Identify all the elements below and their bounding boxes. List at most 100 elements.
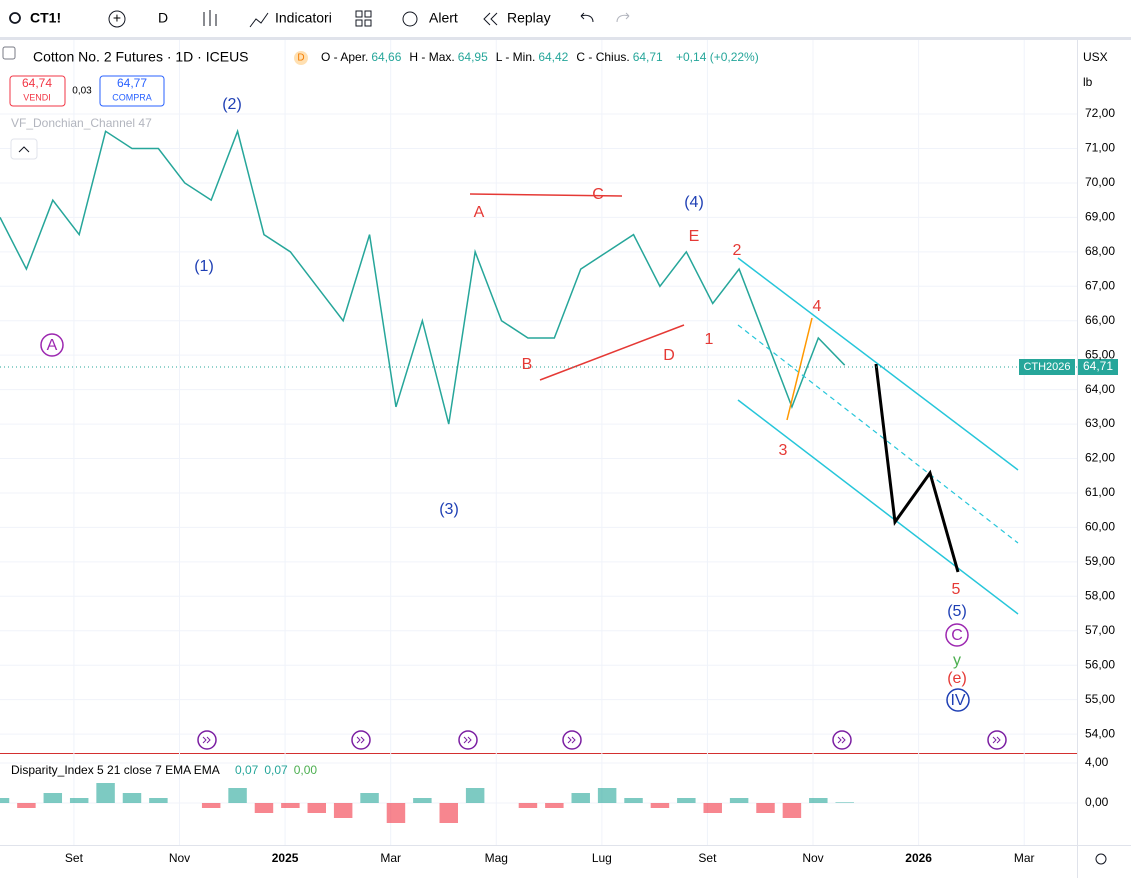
add-symbol[interactable] bbox=[108, 10, 126, 28]
wave-label: C bbox=[592, 186, 604, 203]
sell-button[interactable] bbox=[9, 75, 66, 107]
x-tick-label: 2026 bbox=[905, 851, 932, 865]
x-tick-label: Mag bbox=[485, 851, 508, 865]
histogram-bar bbox=[782, 803, 802, 818]
wave-label: D bbox=[663, 347, 675, 364]
symbol[interactable]: CT1! bbox=[30, 10, 61, 26]
histogram-bar bbox=[69, 798, 89, 803]
indicators-icon[interactable] bbox=[249, 12, 269, 28]
wave-label: (1) bbox=[194, 258, 214, 275]
histogram-bar bbox=[756, 803, 775, 813]
y-tick-label: 70,00 bbox=[1085, 175, 1115, 189]
y-tick-label: 60,00 bbox=[1085, 520, 1115, 534]
histogram-bar bbox=[149, 798, 168, 803]
ohlc-name: C - Chius. bbox=[576, 50, 629, 64]
histogram-bar bbox=[571, 793, 590, 803]
channel-line[interactable] bbox=[737, 257, 1019, 471]
wave-label: A bbox=[47, 337, 58, 354]
x-tick-label: Nov bbox=[169, 851, 190, 865]
ohlc-value: 64,42 bbox=[538, 50, 568, 64]
histogram-bar bbox=[307, 803, 327, 813]
event-icon-arrow bbox=[992, 736, 1001, 744]
sell-price: 64,74 bbox=[22, 76, 52, 90]
undo[interactable] bbox=[580, 12, 594, 23]
histogram-bar bbox=[518, 803, 538, 808]
indicator-value: 0,07 bbox=[235, 763, 259, 777]
replay-icon[interactable] bbox=[483, 12, 498, 26]
expand-icon bbox=[18, 146, 30, 153]
replay-button[interactable]: Replay bbox=[507, 10, 551, 26]
y-tick-label: 62,00 bbox=[1085, 451, 1115, 465]
histogram-bar bbox=[545, 803, 564, 808]
histogram-bar bbox=[729, 798, 749, 803]
ohlc-name: H - Max. bbox=[409, 50, 454, 64]
wave-label: 2 bbox=[733, 242, 742, 259]
histogram-bar bbox=[254, 803, 274, 813]
event-icon bbox=[832, 730, 852, 750]
currency[interactable]: USX bbox=[1083, 50, 1108, 64]
y-tick-label: 0,00 bbox=[1085, 795, 1109, 809]
histogram-bar bbox=[281, 803, 300, 808]
histogram-bar bbox=[465, 788, 485, 803]
wave-label: (e) bbox=[947, 670, 967, 687]
wave-label: E bbox=[689, 228, 700, 245]
last-price: 64,71 bbox=[1083, 359, 1113, 373]
x-tick-label: Set bbox=[698, 851, 717, 865]
settings[interactable] bbox=[1095, 853, 1107, 865]
histogram-bar bbox=[835, 802, 854, 803]
wave-label: B bbox=[522, 356, 533, 373]
indicator-values: 0,07 0,07 0,00 bbox=[235, 763, 317, 777]
x-tick-label: 2025 bbox=[272, 851, 299, 865]
unit[interactable]: lb bbox=[1083, 75, 1093, 89]
layout-icon bbox=[355, 19, 363, 27]
histogram-bar bbox=[703, 803, 722, 813]
ohlc-value: 64,66 bbox=[371, 50, 401, 64]
collapse[interactable] bbox=[2, 46, 16, 60]
interval[interactable]: D bbox=[158, 10, 168, 26]
event-icon bbox=[987, 730, 1007, 750]
wave-label: 1 bbox=[705, 331, 714, 348]
alert-button[interactable]: Alert bbox=[429, 10, 458, 26]
event-icon bbox=[351, 730, 371, 750]
indicator-title: Disparity_Index 5 21 close 7 EMA EMA bbox=[11, 763, 220, 777]
event-icon-arrow bbox=[463, 736, 472, 744]
search-icon[interactable] bbox=[9, 12, 21, 24]
y-tick-label: 56,00 bbox=[1085, 657, 1115, 671]
y-tick-label: 4,00 bbox=[1085, 755, 1109, 769]
wave-line[interactable] bbox=[786, 317, 813, 421]
last-price-tag bbox=[1078, 359, 1118, 375]
spread: 0,03 bbox=[72, 86, 92, 97]
x-tick-label: Lug bbox=[592, 851, 612, 865]
y-tick-label: 58,00 bbox=[1085, 588, 1115, 602]
redo[interactable] bbox=[616, 12, 630, 23]
chart-type-icon[interactable] bbox=[203, 10, 217, 26]
histogram-bar bbox=[17, 803, 36, 808]
alert-icon[interactable] bbox=[402, 11, 418, 27]
buy-button[interactable] bbox=[99, 75, 165, 107]
wave-label: 5 bbox=[952, 581, 961, 598]
projection-path[interactable] bbox=[874, 363, 960, 573]
trend-line[interactable] bbox=[469, 193, 623, 197]
indicators-button[interactable]: Indicatori bbox=[275, 10, 332, 26]
wave-label: (5) bbox=[947, 603, 967, 620]
event-icon-arrow bbox=[356, 736, 365, 744]
histogram-bar bbox=[122, 793, 142, 803]
annotations: A (2) (1) A C (4) E 2 4 1 B D 3 (3) 5 (5) Cy(e) IV bbox=[40, 96, 1007, 750]
histogram-bar bbox=[201, 803, 221, 808]
wave-label: 4 bbox=[813, 298, 822, 315]
y-tick-label: 57,00 bbox=[1085, 623, 1115, 637]
expand[interactable] bbox=[10, 138, 38, 160]
layout-icon[interactable] bbox=[355, 10, 363, 18]
ohlc-value: 64,95 bbox=[458, 50, 488, 64]
grid bbox=[0, 40, 1077, 845]
y-tick-label: 54,00 bbox=[1085, 726, 1115, 740]
histogram-bar bbox=[597, 788, 617, 803]
channel-line[interactable] bbox=[737, 399, 1019, 615]
histogram-bar bbox=[333, 803, 353, 818]
trend-line[interactable] bbox=[539, 324, 685, 381]
x-tick-label: Mar bbox=[380, 851, 401, 865]
symbol-tag-text: CTH2026 bbox=[1023, 361, 1070, 373]
legend-title: Cotton No. 2 Futures · 1D · ICEUS bbox=[33, 49, 249, 65]
